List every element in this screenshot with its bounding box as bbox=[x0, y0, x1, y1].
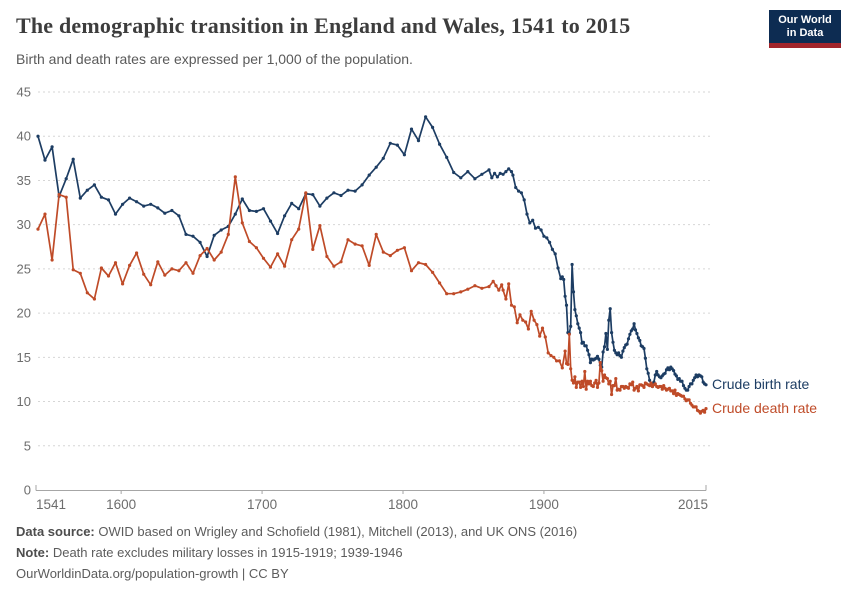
x-tick-label: 1800 bbox=[388, 497, 418, 512]
legend-crude-birth-rate[interactable]: Crude birth rate bbox=[712, 376, 810, 392]
x-tick-label: 1541 bbox=[36, 497, 66, 512]
footer-data-source: Data source: OWID based on Wrigley and S… bbox=[16, 524, 577, 539]
y-tick-label: 15 bbox=[17, 350, 31, 365]
x-tick-label: 1600 bbox=[106, 497, 136, 512]
footer-license-link[interactable]: OurWorldinData.org/population-growth | C… bbox=[16, 566, 289, 581]
y-tick-label: 20 bbox=[17, 306, 31, 321]
y-tick-label: 5 bbox=[24, 438, 31, 453]
x-axis-labels: 1541 1600 1700 1800 1900 2015 bbox=[36, 497, 708, 512]
footer-data-source-label: Data source: bbox=[16, 524, 95, 539]
page-title: The demographic transition in England an… bbox=[16, 13, 631, 38]
y-tick-label: 30 bbox=[17, 217, 31, 232]
chart-subtitle: Birth and death rates are expressed per … bbox=[16, 51, 413, 67]
y-tick-label: 25 bbox=[17, 261, 31, 276]
footer-note: Note: Death rate excludes military losse… bbox=[16, 545, 403, 560]
y-tick-label: 45 bbox=[17, 85, 31, 100]
owid-logo[interactable]: Our World in Data bbox=[769, 10, 841, 48]
y-tick-label: 35 bbox=[17, 173, 31, 188]
footer-data-source-text: OWID based on Wrigley and Schofield (198… bbox=[94, 524, 578, 539]
footer-note-label: Note: bbox=[16, 545, 50, 560]
legend-crude-death-rate[interactable]: Crude death rate bbox=[712, 400, 818, 416]
footer-note-text: Death rate excludes military losses in 1… bbox=[49, 545, 403, 560]
x-tick-label: 2015 bbox=[678, 497, 708, 512]
x-axis bbox=[35, 485, 707, 494]
gridlines bbox=[38, 91, 710, 447]
owid-logo-line2: in Data bbox=[786, 26, 824, 39]
y-tick-label: 0 bbox=[24, 483, 31, 498]
death-rate-points bbox=[36, 175, 708, 415]
x-tick-label: 1900 bbox=[529, 497, 559, 512]
death-rate-series[interactable] bbox=[36, 175, 708, 415]
x-tick-label: 1700 bbox=[247, 497, 277, 512]
y-tick-label: 10 bbox=[17, 394, 31, 409]
y-axis-labels: 0 5 10 15 20 25 30 35 40 45 bbox=[17, 85, 31, 498]
owid-logo-line1: Our World bbox=[778, 13, 832, 26]
y-tick-label: 40 bbox=[17, 129, 31, 144]
